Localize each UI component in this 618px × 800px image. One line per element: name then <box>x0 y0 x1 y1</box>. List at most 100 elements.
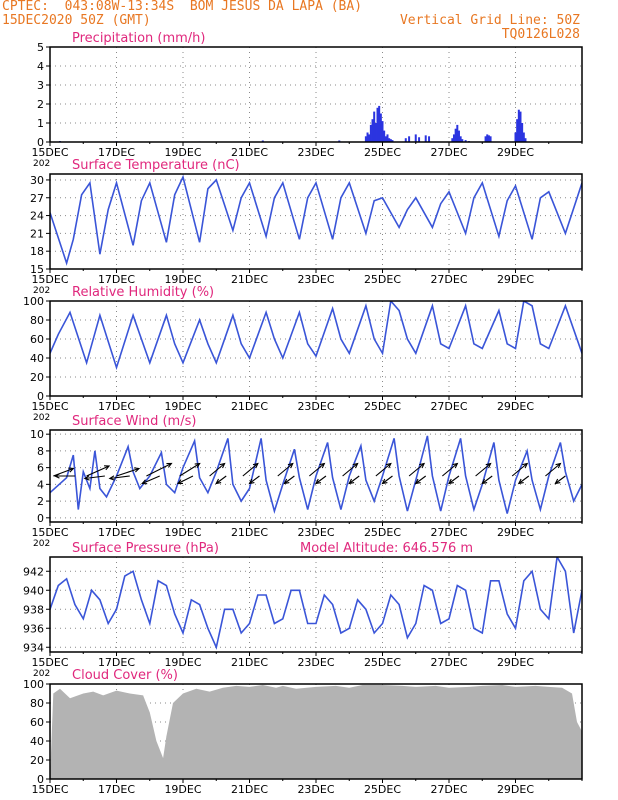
wind-arrow-head <box>419 462 426 469</box>
wind-arrow <box>142 475 160 485</box>
rh-xtick-label: 15DEC <box>31 400 68 413</box>
temp-plot <box>50 174 582 266</box>
precip-ytick-label: 4 <box>37 60 44 73</box>
temp-ytick-label: 24 <box>30 210 44 223</box>
wind-arrow-head <box>141 479 148 485</box>
precip-xtick-label: 15DEC <box>31 146 68 159</box>
precip-bar <box>366 132 369 142</box>
model-id: TQ0126L028 <box>501 27 580 42</box>
wind-arrow-head <box>53 473 60 479</box>
wind-arrow-head <box>219 462 226 469</box>
precip-xtick-label: 17DEC <box>98 146 135 159</box>
precip-bar <box>484 136 487 142</box>
pressure-xtick-label: 21DEC <box>231 656 268 669</box>
wind-arrow-head <box>133 467 141 473</box>
precip-bar <box>459 136 462 142</box>
precip-ytick-label: 3 <box>37 79 44 92</box>
precip-year-label: 202 <box>33 159 50 169</box>
precip-bar <box>424 135 427 142</box>
rh-xtick-label: 27DEC <box>430 400 467 413</box>
wind-arrow <box>109 475 130 480</box>
wind-xtick-label: 15DEC <box>31 526 68 539</box>
cloud-title: Cloud Cover (%) <box>72 668 178 683</box>
wind-arrow-head <box>287 462 294 469</box>
precip-xtick-label: 21DEC <box>231 146 268 159</box>
wind-arrow-head <box>83 475 90 481</box>
precip-bar <box>521 123 524 142</box>
pressure-annotation: Model Altitude: 646.576 m <box>300 541 473 556</box>
precip-xtick-label: 19DEC <box>164 146 201 159</box>
wind-arrow <box>481 475 493 484</box>
wind-arrow <box>342 463 358 477</box>
wind-arrow-head <box>319 462 326 469</box>
pressure-xtick-label: 17DEC <box>98 656 135 669</box>
wind-arrow <box>209 463 225 477</box>
rh-ytick-label: 80 <box>30 314 44 327</box>
wind-arrow-head <box>166 462 173 468</box>
precip-bar <box>451 138 454 142</box>
wind-arrow <box>545 463 561 477</box>
cloud-ytick-label: 20 <box>30 754 44 767</box>
pressure-ytick-label: 938 <box>23 603 44 616</box>
wind-arrow <box>146 463 172 477</box>
wind-arrow <box>86 465 110 477</box>
wind-arrow <box>177 475 194 484</box>
wind-arrow-head <box>485 462 492 469</box>
wind-arrow-head <box>108 475 115 481</box>
precip-bar <box>378 105 381 142</box>
wind-arrow <box>555 475 566 484</box>
precip-bar <box>517 109 520 142</box>
wind-arrow-head <box>194 462 201 469</box>
wind-arrow <box>375 463 392 477</box>
chart-header: CPTEC: 043:08W-13:34S BOM JESUS DA LAPA … <box>0 0 618 48</box>
precip-bar <box>486 134 489 142</box>
wind-ytick-label: 6 <box>37 462 44 475</box>
precip-xtick-label: 23DEC <box>297 146 334 159</box>
wind-arrow-head <box>517 478 524 485</box>
wind-arrow <box>448 475 460 484</box>
temp-panel: 15 18 21 24 27 30 15DEC 17DEC 19DEC 21DEC 23DEC 25D… <box>30 158 583 296</box>
precip-bar <box>428 136 431 142</box>
cloud-plot <box>50 684 582 779</box>
temp-ytick-label: 27 <box>30 192 44 205</box>
precip-xtick-label: 29DEC <box>497 146 534 159</box>
precip-bar <box>487 135 490 142</box>
run-date: 15DEC2020 50Z (GMT) <box>2 13 151 28</box>
pressure-title: Surface Pressure (hPa) <box>72 541 219 556</box>
cloud-ytick-label: 0 <box>37 773 44 786</box>
wind-year-label: 202 <box>33 539 50 549</box>
wind-arrow-head <box>215 478 222 485</box>
precip-bar <box>261 140 264 142</box>
precip-bar <box>452 134 455 142</box>
wind-ytick-label: 2 <box>37 495 44 508</box>
wind-arrow <box>475 463 491 477</box>
wind-arrow <box>348 475 360 484</box>
temp-ytick-label: 21 <box>30 227 44 240</box>
wind-arrow <box>382 475 393 484</box>
cloud-ytick-label: 80 <box>30 697 44 710</box>
cloud-area <box>50 685 582 779</box>
temp-ytick-label: 30 <box>30 174 44 187</box>
pressure-xtick-label: 27DEC <box>430 656 467 669</box>
wind-arrow-head <box>447 478 454 485</box>
wind-arrow-head <box>252 462 259 469</box>
vertical-grid-note: Vertical Grid Line: 50Z <box>399 13 580 28</box>
wind-arrow <box>84 475 105 480</box>
precip-bar <box>388 138 391 142</box>
pressure-xtick-label: 29DEC <box>497 656 534 669</box>
pressure-panel: 934 936 938 940 942 15DEC 17DEC 19DEC 21DEC 23DEC… <box>23 541 583 679</box>
rh-ytick-label: 40 <box>30 352 44 365</box>
precip-bar <box>408 136 411 142</box>
cloud-xtick-label: 29DEC <box>497 783 534 796</box>
pressure-ytick-label: 934 <box>23 641 44 654</box>
precip-panel: 0 1 2 3 4 5 15DEC 17DEC 19DEC 21DEC 23DEC 25DEC 27DE… <box>31 31 583 169</box>
temp-xtick-label: 21DEC <box>231 273 268 286</box>
precip-bar <box>461 139 464 142</box>
wind-line <box>50 435 582 514</box>
rh-panel: 0 20 40 60 80 100 15DEC 17DEC 19DEC 21DEC 23DEC 25D… <box>23 285 583 423</box>
wind-title: Surface Wind (m/s) <box>72 414 196 429</box>
wind-panel: 0 2 4 6 8 10 15DEC 17DEC 19DEC 21DEC 23DEC 25DEC 27D… <box>30 414 583 549</box>
precip-ytick-label: 2 <box>37 98 44 111</box>
wind-arrow <box>277 463 294 477</box>
cloud-xtick-label: 25DEC <box>364 783 401 796</box>
